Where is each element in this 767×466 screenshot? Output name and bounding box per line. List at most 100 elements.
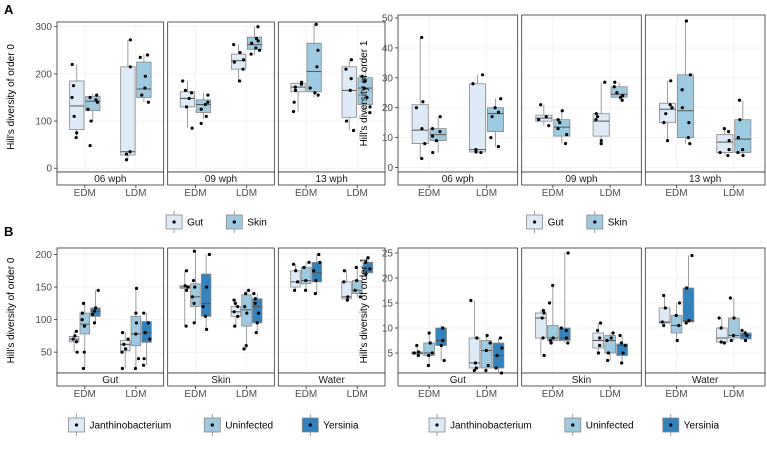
data-point (665, 139, 670, 143)
box-13-wph-edm-skin (676, 19, 694, 146)
facet-strip (521, 372, 642, 387)
box-skin-ldm-yersinia (616, 333, 628, 365)
legend-key-point (593, 220, 597, 224)
legend-key-point (669, 423, 673, 427)
data-point (426, 363, 431, 368)
data-point (206, 100, 210, 104)
data-point (88, 143, 92, 148)
data-point (293, 88, 298, 92)
x-tick-label: LDM (476, 188, 497, 199)
box-water-edm-uninfected (300, 260, 312, 292)
data-point (688, 73, 692, 77)
data-point (95, 93, 99, 97)
data-point (732, 316, 736, 320)
box-skin-edm-janthinobacterium (179, 269, 190, 328)
data-point (489, 136, 493, 140)
data-point (96, 288, 100, 292)
box-skin-edm-yersinia (200, 252, 212, 331)
data-point (565, 133, 569, 137)
data-point (442, 358, 446, 363)
chart-1: 0 100 200 300 Hill's diversity of order 0 06 … (6, 21, 386, 233)
data-point (316, 93, 320, 97)
data-point (360, 74, 364, 78)
box-gut-ldm-yersinia (492, 336, 505, 375)
data-point (619, 341, 623, 345)
data-point (496, 144, 501, 149)
data-point (75, 350, 79, 354)
data-point (254, 46, 258, 50)
data-point (484, 368, 488, 373)
data-point (541, 336, 545, 340)
legend-label: Janthinobacterium (90, 421, 172, 432)
data-point (674, 313, 678, 318)
data-point (203, 314, 208, 318)
box-body (200, 273, 212, 317)
legend: Gut Skin (165, 211, 267, 233)
data-point (495, 353, 499, 358)
facet-strip (167, 171, 275, 186)
data-point (354, 265, 358, 270)
data-point (184, 288, 189, 292)
box-water-ldm-yersinia (362, 256, 374, 276)
data-point (427, 353, 431, 358)
legend-label: Skin (608, 218, 627, 229)
box-skin-ldm-uninfected (604, 331, 616, 363)
box-06-wph-ldm-gut (469, 73, 487, 155)
data-point (722, 341, 726, 345)
data-point (358, 295, 362, 299)
data-point (368, 110, 372, 115)
data-point (420, 127, 424, 131)
x-tick-label: EDM (665, 188, 687, 199)
data-point (307, 260, 311, 264)
data-point (480, 73, 485, 77)
data-point (473, 361, 478, 365)
data-point (199, 121, 203, 126)
data-point (719, 340, 723, 344)
data-point (662, 323, 666, 328)
x-tick-label: LDM (347, 389, 368, 400)
data-point (560, 109, 564, 113)
data-point (490, 115, 494, 119)
facet-label: Water (319, 375, 346, 386)
x-tick-label: EDM (542, 389, 564, 400)
data-point (668, 103, 672, 107)
data-point (238, 51, 242, 55)
panel-letter-b: B (4, 224, 13, 239)
data-point (479, 150, 483, 155)
data-point (596, 328, 600, 333)
facet-strip (521, 171, 642, 186)
legend-label: Janthinobacterium (450, 421, 532, 432)
data-point (729, 338, 733, 343)
box-06-wph-edm-gut (411, 35, 429, 161)
data-point (318, 260, 322, 264)
data-point (542, 353, 546, 358)
facet-strip (397, 372, 519, 387)
data-point (362, 86, 366, 90)
panel-letter-a: A (4, 2, 14, 17)
data-point (124, 158, 129, 162)
y-tick-label: 10 (382, 324, 394, 335)
data-point (740, 328, 744, 333)
data-point (232, 298, 236, 302)
data-point (366, 256, 370, 260)
data-point (542, 311, 546, 315)
data-point (344, 119, 349, 123)
data-point (146, 100, 150, 104)
data-point (475, 336, 479, 340)
data-point (669, 79, 673, 83)
data-point (72, 114, 76, 118)
box-13-wph-edm-gut (290, 80, 306, 114)
data-point (73, 334, 77, 338)
data-point (609, 336, 613, 340)
data-point (726, 130, 731, 134)
data-point (183, 88, 188, 92)
data-point (441, 338, 445, 343)
box-body (411, 104, 429, 144)
data-point (146, 321, 150, 325)
data-point (120, 366, 124, 371)
data-point (89, 119, 93, 123)
facet-label: 06 wph (94, 174, 126, 185)
data-point (687, 318, 691, 323)
data-point (368, 267, 372, 271)
box-gut-edm-uninfected (423, 331, 435, 368)
